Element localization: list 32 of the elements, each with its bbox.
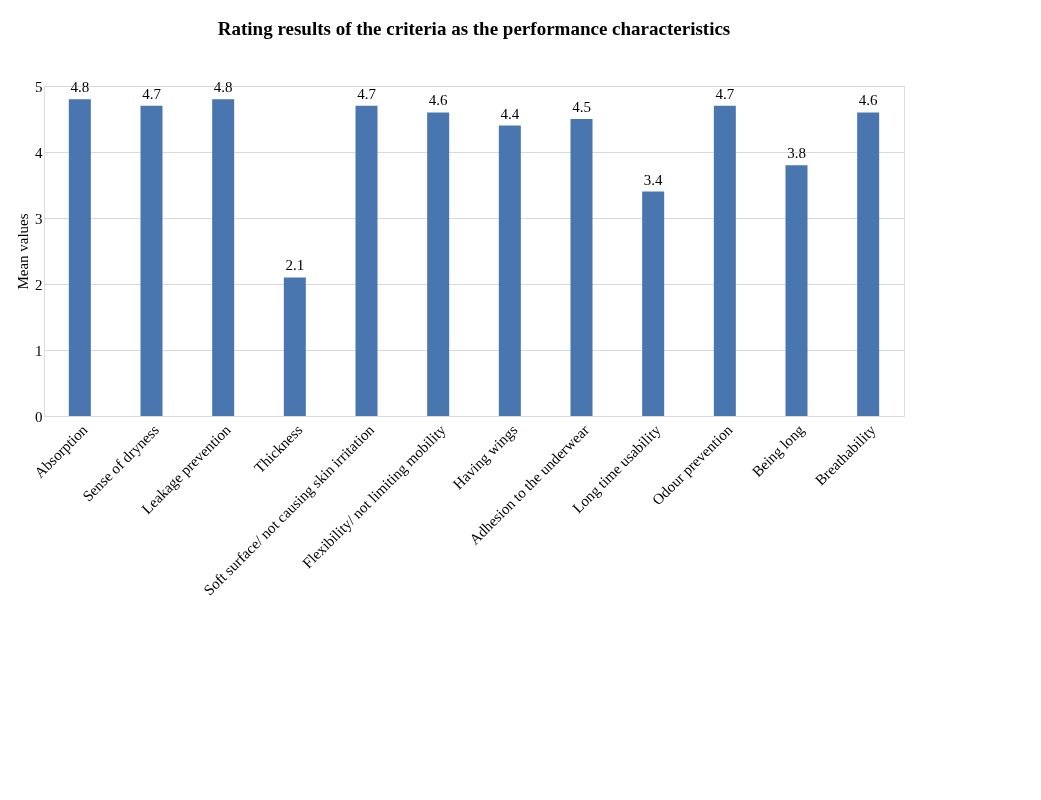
- bar: [355, 105, 378, 416]
- y-tick-label: 1: [35, 342, 43, 359]
- bar: [283, 277, 306, 416]
- y-tick-label: 4: [35, 144, 43, 161]
- bar: [642, 191, 665, 416]
- y-axis-title: Mean values: [15, 213, 31, 290]
- data-label: 4.8: [70, 79, 90, 96]
- bar: [212, 99, 235, 416]
- chart-title: Rating results of the criteria as the performance characteristics: [217, 18, 731, 39]
- data-label: 4.5: [572, 99, 591, 115]
- y-tick-label: 2: [35, 276, 43, 293]
- bar: [68, 99, 91, 416]
- data-label: 4.7: [357, 85, 377, 102]
- bar: [785, 165, 808, 416]
- data-label: 3.8: [787, 145, 806, 162]
- data-label: 4.7: [142, 85, 162, 102]
- data-label: 4.7: [715, 85, 735, 102]
- bar: [140, 105, 163, 416]
- bar: [498, 125, 521, 416]
- y-tick-label: 0: [35, 408, 43, 425]
- data-label: 4.6: [858, 92, 879, 109]
- data-label: 2.1: [285, 257, 305, 274]
- data-label: 4.4: [500, 105, 520, 122]
- data-label: 3.4: [643, 171, 664, 188]
- y-tick-label: 3: [35, 210, 43, 227]
- bar: [857, 112, 880, 416]
- bar: [713, 105, 736, 416]
- y-tick-label: 5: [35, 78, 43, 95]
- bar: [570, 119, 593, 416]
- data-label: 4.8: [213, 79, 233, 96]
- data-label: 4.6: [428, 92, 449, 109]
- bar: [427, 112, 450, 416]
